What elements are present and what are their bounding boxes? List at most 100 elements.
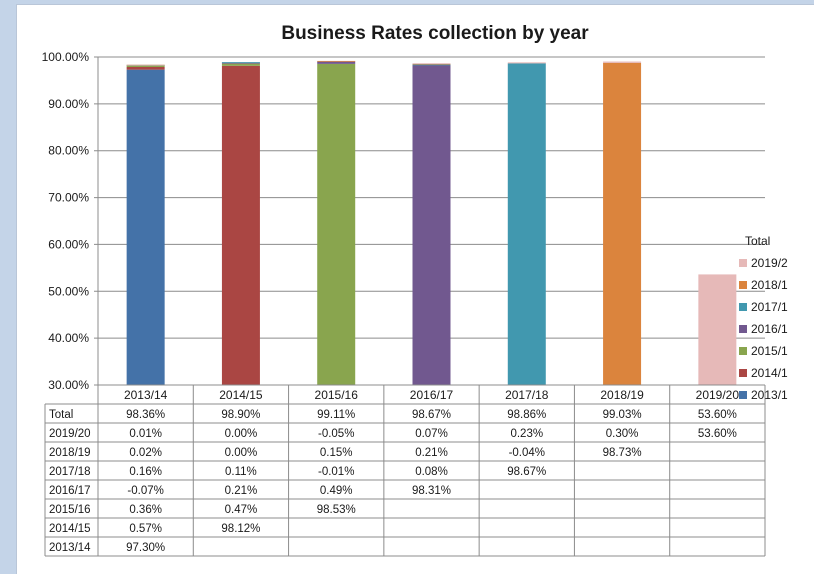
legend-swatch: [739, 303, 747, 311]
table-cell: 98.53%: [317, 504, 356, 516]
bar-segment-2018-19: [317, 60, 356, 62]
table-cell: 98.31%: [412, 485, 451, 497]
table-row-label: 2017/18: [49, 466, 91, 478]
table-cell: 0.23%: [510, 428, 543, 440]
data-table: 2013/14 2014/15 2015/16 2016/17 2017/18 2018/…: [44, 384, 766, 557]
table-cell: 99.03%: [603, 409, 642, 421]
table-cell: 98.12%: [221, 523, 260, 535]
y-tick-label: 100.00%: [42, 50, 90, 64]
bar-segment-2018-19: [603, 62, 642, 385]
bar-segment-2018-19: [412, 63, 451, 65]
table-cell: -0.01%: [318, 466, 354, 478]
bar-segment-2019-20: [126, 64, 165, 66]
legend-entry: 2019/2: [751, 256, 788, 270]
table-cell: 0.30%: [606, 428, 639, 440]
bar-segment-2016-17: [317, 61, 356, 64]
legend-title: Total: [745, 234, 770, 248]
table-cell: 0.11%: [225, 466, 257, 478]
legend-swatch: [739, 259, 747, 267]
y-tick-label: 30.00%: [48, 378, 89, 392]
bar-segment-2015-16: [317, 63, 356, 385]
legend-swatch: [739, 391, 747, 399]
legend-swatch: [739, 347, 747, 355]
legend-entry: 2014/1: [751, 366, 788, 380]
table-cell: 0.00%: [225, 447, 258, 459]
table-row-label: 2019/20: [49, 428, 91, 440]
chart-area: Business Rates collection by year 30.00%…: [16, 4, 814, 574]
table-cell: 0.21%: [415, 447, 448, 459]
table-cell: 0.01%: [129, 428, 162, 440]
bars: [126, 60, 737, 386]
legend-swatch: [739, 325, 747, 333]
table-row-label: 2013/14: [49, 542, 91, 554]
legend-swatch: [739, 369, 747, 377]
y-tick-label: 70.00%: [48, 191, 89, 205]
bar-segment-2014-15: [221, 65, 260, 385]
table-cell: 0.15%: [320, 447, 353, 459]
table-cell: 98.67%: [412, 409, 451, 421]
bar-segment-2016-17: [221, 62, 260, 64]
legend-entry: 2017/1: [751, 300, 788, 314]
table-cell: 0.00%: [225, 428, 258, 440]
bar-segment-2019-20: [507, 62, 546, 64]
table-row-label: 2016/17: [49, 485, 91, 497]
table-cell: 53.60%: [698, 409, 737, 421]
x-category-label: 2017/18: [505, 388, 549, 402]
table-cell: 98.67%: [507, 466, 546, 478]
y-tick-label: 60.00%: [48, 237, 89, 251]
table-cell: 0.07%: [415, 428, 448, 440]
legend-entry: 2016/1: [751, 322, 788, 336]
table-cell: 98.86%: [507, 409, 546, 421]
table-cell: -0.04%: [509, 447, 545, 459]
table-cell: 0.02%: [129, 447, 162, 459]
legend-entry: 2013/1: [751, 388, 788, 402]
y-tick-label: 40.00%: [48, 331, 89, 345]
table-row-label: 2018/19: [49, 447, 91, 459]
x-category-label: 2013/14: [124, 388, 168, 402]
bar-segment-2014-15: [126, 66, 165, 70]
table-cell: -0.05%: [318, 428, 354, 440]
bar-segment-2019-20: [603, 61, 642, 63]
table-cell: 0.08%: [415, 466, 448, 478]
bar-segment-2013-14: [126, 69, 165, 385]
table-cell: 98.73%: [603, 447, 642, 459]
x-category-label: 2019/20: [696, 388, 740, 402]
table-cell: 98.90%: [221, 409, 260, 421]
bar-segment-2015-16: [221, 63, 260, 66]
bar-segment-2016-17: [412, 64, 451, 385]
table-row-label: Total: [49, 409, 73, 421]
x-category-label: 2015/16: [315, 388, 359, 402]
table-row-label: 2015/16: [49, 504, 91, 516]
chart-svg: Business Rates collection by year 30.00%…: [42, 23, 788, 557]
table-cell: 0.21%: [225, 485, 258, 497]
table-cell: 97.30%: [126, 542, 165, 554]
table-cell: 0.49%: [320, 485, 353, 497]
chart-title: Business Rates collection by year: [281, 23, 589, 44]
bar-segment-2019-20: [412, 63, 451, 65]
bar-segment-2017-18: [412, 64, 451, 66]
y-tick-label: 90.00%: [48, 97, 89, 111]
legend-entry: 2018/1: [751, 278, 788, 292]
x-category-label: 2014/15: [219, 388, 263, 402]
bar-segment-2017-18: [507, 63, 546, 386]
table-cell: 0.36%: [129, 504, 162, 516]
table-cell: 0.47%: [225, 504, 258, 516]
table-cell: -0.07%: [127, 485, 163, 497]
table-cell: 99.11%: [317, 409, 355, 421]
legend-entry: 2015/1: [751, 344, 788, 358]
bar-segment-2019-20: [698, 274, 737, 385]
table-cell: 53.60%: [698, 428, 737, 440]
x-category-label: 2018/19: [600, 388, 644, 402]
x-category-label: 2016/17: [410, 388, 454, 402]
legend: Total 2019/2 2018/1 2017/1 2016/1 2015/1 2014/…: [739, 234, 788, 402]
legend-swatch: [739, 281, 747, 289]
y-axis-ticks: 30.00% 40.00% 50.00% 60.00% 70.00% 80.00% 90.0…: [42, 50, 90, 392]
bar-segment-2015-16: [126, 65, 165, 67]
y-tick-label: 50.00%: [48, 284, 89, 298]
table-row-label: 2014/15: [49, 523, 91, 535]
table-cell: 98.36%: [126, 409, 165, 421]
bar-segment-2017-18: [221, 62, 260, 63]
table-cell: 0.57%: [129, 523, 162, 535]
y-tick-label: 80.00%: [48, 144, 89, 158]
table-cell: 0.16%: [129, 466, 162, 478]
